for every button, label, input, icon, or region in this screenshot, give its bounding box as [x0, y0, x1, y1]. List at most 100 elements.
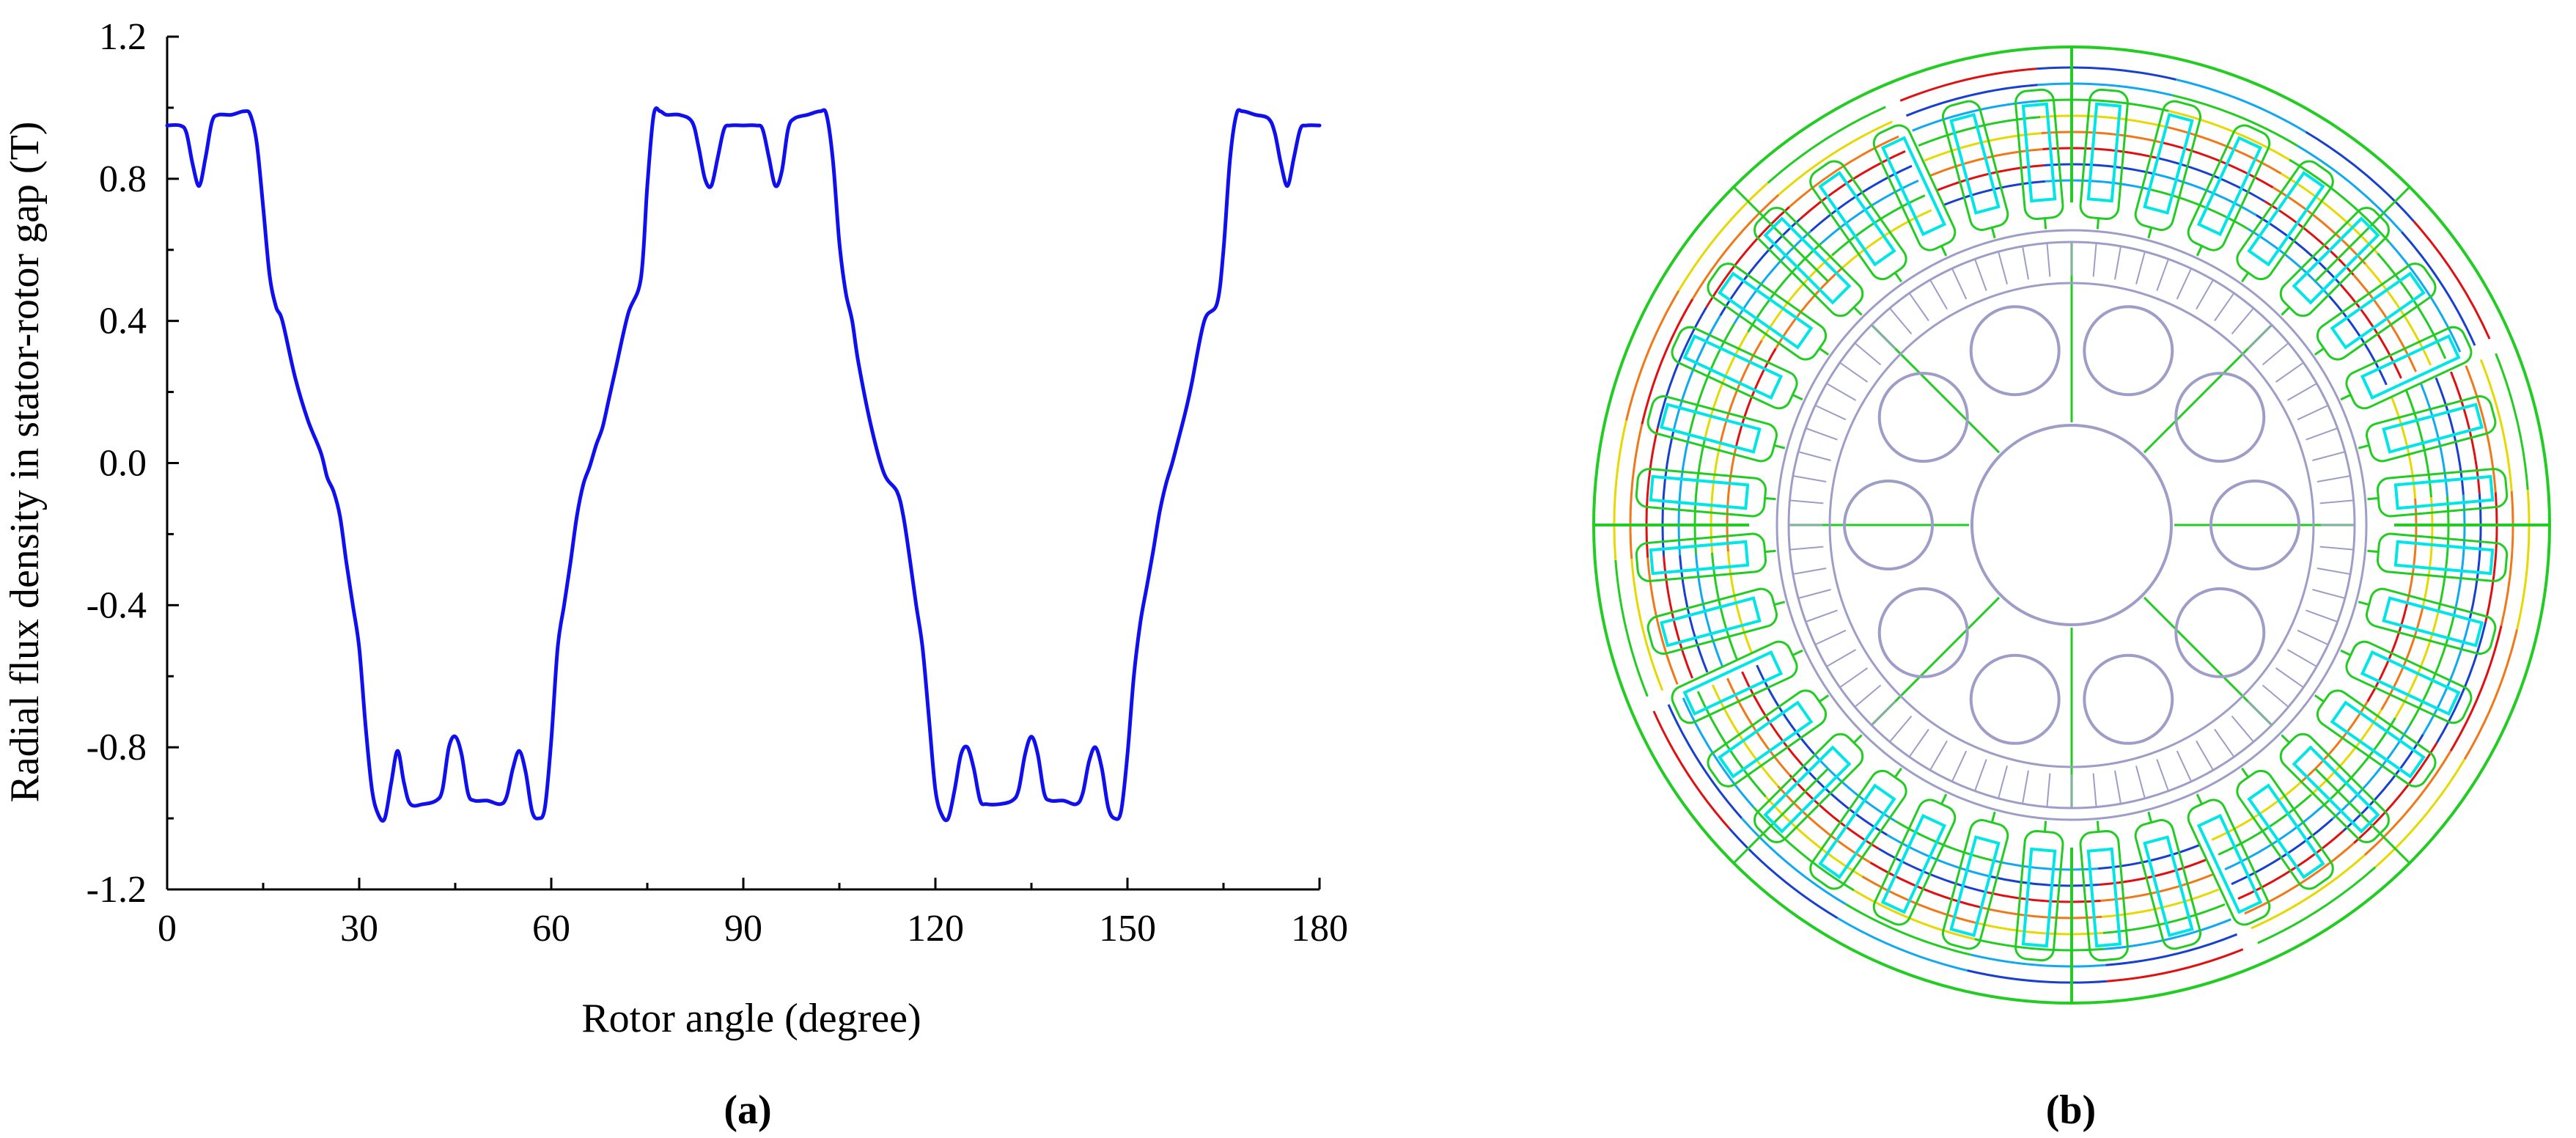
flux-contour [2237, 830, 2344, 900]
slot-opening [1764, 496, 1776, 501]
rotor-hole [2083, 653, 2174, 745]
flux-contour [1978, 922, 2103, 936]
slot-opening [2281, 306, 2291, 316]
rotor-slot-line [1951, 750, 1968, 782]
slot-opening [1792, 649, 1803, 656]
rotor-slot-line [1908, 293, 1929, 322]
slot-opening [1990, 227, 1996, 239]
flux-contour [2377, 252, 2447, 359]
flux-contour [1729, 828, 1839, 919]
flux-contour [1970, 953, 2106, 968]
stator-slot [1941, 811, 2009, 950]
slot-opening [2196, 245, 2203, 257]
flux-lines [1613, 66, 2531, 984]
flux-contour [1682, 697, 1755, 809]
flux-contour [1778, 120, 1893, 196]
flux-contour [1810, 164, 1913, 232]
coil [1660, 403, 1762, 454]
slot-opening [1990, 811, 1996, 823]
rotor-slot-line [1998, 766, 2008, 799]
coil [1649, 540, 1750, 576]
flux-contour [1629, 424, 1644, 559]
slot-opening [2196, 793, 2203, 805]
rotor-slot-line [2316, 475, 2351, 482]
coil [2382, 596, 2484, 647]
stator-slot [2079, 88, 2129, 230]
stator-slot [2134, 811, 2202, 950]
rotor-slot-line [2114, 246, 2121, 280]
flux-contour [2465, 365, 2497, 493]
coil [2143, 113, 2194, 215]
rotor-slot-line [1998, 251, 2008, 284]
flux-contour [2161, 141, 2274, 188]
flux-contour [1614, 559, 1649, 697]
coil [2086, 847, 2122, 948]
flux-contour [2421, 497, 2434, 608]
flux-contour [1981, 906, 2102, 919]
flux-contour [1672, 315, 1721, 432]
y-tick-label: 0.8 [99, 158, 147, 200]
rotor-slot-line [1908, 728, 1929, 757]
flux-contour [2231, 818, 2333, 886]
slot-opening [1773, 601, 1786, 606]
stator-slot [1671, 326, 1803, 410]
stator-bore [1775, 229, 2368, 821]
rotor-slot-line [2286, 649, 2317, 667]
stator-slot [1635, 468, 1776, 518]
coil [2143, 835, 2194, 937]
stator-slot [1707, 689, 1830, 788]
flux-contour [2297, 144, 2403, 233]
y-tick-label: -0.8 [87, 727, 147, 768]
rotor-slot-line [2156, 258, 2169, 291]
rotor-slot-line [2275, 361, 2304, 383]
flux-contour [1726, 678, 1791, 777]
flux-contour [2401, 231, 2476, 346]
x-axis-label: Rotor angle (degree) [581, 996, 921, 1041]
flux-contour [1756, 664, 1815, 755]
flux-contour [2037, 82, 2173, 97]
coil [2360, 650, 2461, 716]
flux-contour [1989, 875, 2100, 887]
slot-opening [2241, 767, 2250, 778]
rotor-slot-line [2046, 773, 2051, 807]
x-tick-label: 90 [724, 908, 762, 950]
coil [1660, 596, 1762, 647]
slot-opening [2096, 218, 2100, 230]
flux-contour [2388, 241, 2462, 353]
flux-contour [1967, 969, 2108, 984]
flux-contour [1667, 704, 1743, 819]
flux-contour [2468, 493, 2482, 619]
rotor-slot-line [1792, 475, 1827, 482]
flux-contour [1693, 438, 1707, 554]
rotor-slot-line [2022, 246, 2029, 280]
rotor-slot-line [2214, 728, 2235, 757]
rotor-slot-line [1805, 609, 1838, 623]
flux-contour [1899, 67, 2037, 102]
flux-contour [1641, 298, 1694, 425]
flux-contour [2413, 220, 2491, 339]
slot-opening [2367, 496, 2379, 501]
rotor-slot-line [1974, 759, 1987, 792]
flux-contour [2340, 284, 2402, 379]
flux-contour [1741, 671, 1803, 766]
flux-contour [2516, 489, 2531, 630]
rotor-slot-line [2176, 268, 2193, 300]
coil [2196, 813, 2263, 914]
flux-contour [2168, 109, 2290, 161]
coil [2021, 102, 2057, 203]
slot-opening [2358, 601, 2370, 606]
slot-opening [1852, 734, 1863, 744]
slot-opening [1894, 272, 1902, 283]
rotor-slot-line [2312, 451, 2346, 461]
rotor-hole [1877, 372, 1969, 463]
rotor-slot-line [2262, 342, 2289, 366]
coil [2292, 216, 2380, 305]
slot-opening [1773, 444, 1786, 449]
coil [2021, 847, 2057, 948]
coil [1880, 136, 1947, 237]
flux-contour [1677, 182, 1769, 292]
flux-contour [2352, 274, 2417, 372]
rotor-inner-ring [1828, 282, 2315, 768]
flux-contour [2305, 131, 2415, 222]
rotor-slot-line [1814, 629, 1847, 646]
